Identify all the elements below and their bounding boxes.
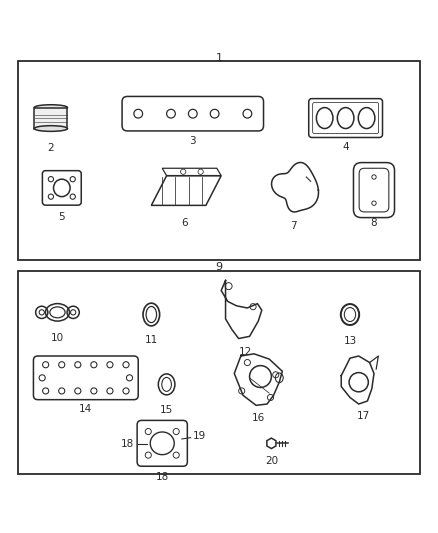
- Text: 19: 19: [193, 431, 206, 441]
- Bar: [18, 61, 420, 260]
- Text: 11: 11: [145, 335, 158, 345]
- Text: 15: 15: [160, 405, 173, 415]
- Bar: [18, 271, 420, 474]
- Text: 14: 14: [79, 404, 92, 414]
- Text: 7: 7: [290, 221, 297, 231]
- Ellipse shape: [34, 126, 67, 131]
- Text: 2: 2: [48, 143, 54, 154]
- Text: 6: 6: [181, 219, 187, 229]
- Text: 4: 4: [343, 142, 349, 152]
- Bar: [34, 108, 67, 128]
- Text: 10: 10: [51, 333, 64, 343]
- Text: 5: 5: [59, 212, 65, 222]
- Ellipse shape: [34, 105, 67, 110]
- Text: 1: 1: [215, 53, 223, 63]
- Text: 17: 17: [357, 410, 370, 421]
- Text: 18: 18: [155, 472, 169, 482]
- Text: 12: 12: [239, 348, 252, 357]
- Text: 9: 9: [215, 262, 223, 271]
- Text: 3: 3: [190, 135, 196, 146]
- Text: 16: 16: [252, 413, 265, 423]
- Text: 13: 13: [343, 336, 357, 346]
- Text: 8: 8: [371, 219, 377, 229]
- Text: 18: 18: [121, 439, 134, 449]
- Text: 20: 20: [265, 456, 278, 466]
